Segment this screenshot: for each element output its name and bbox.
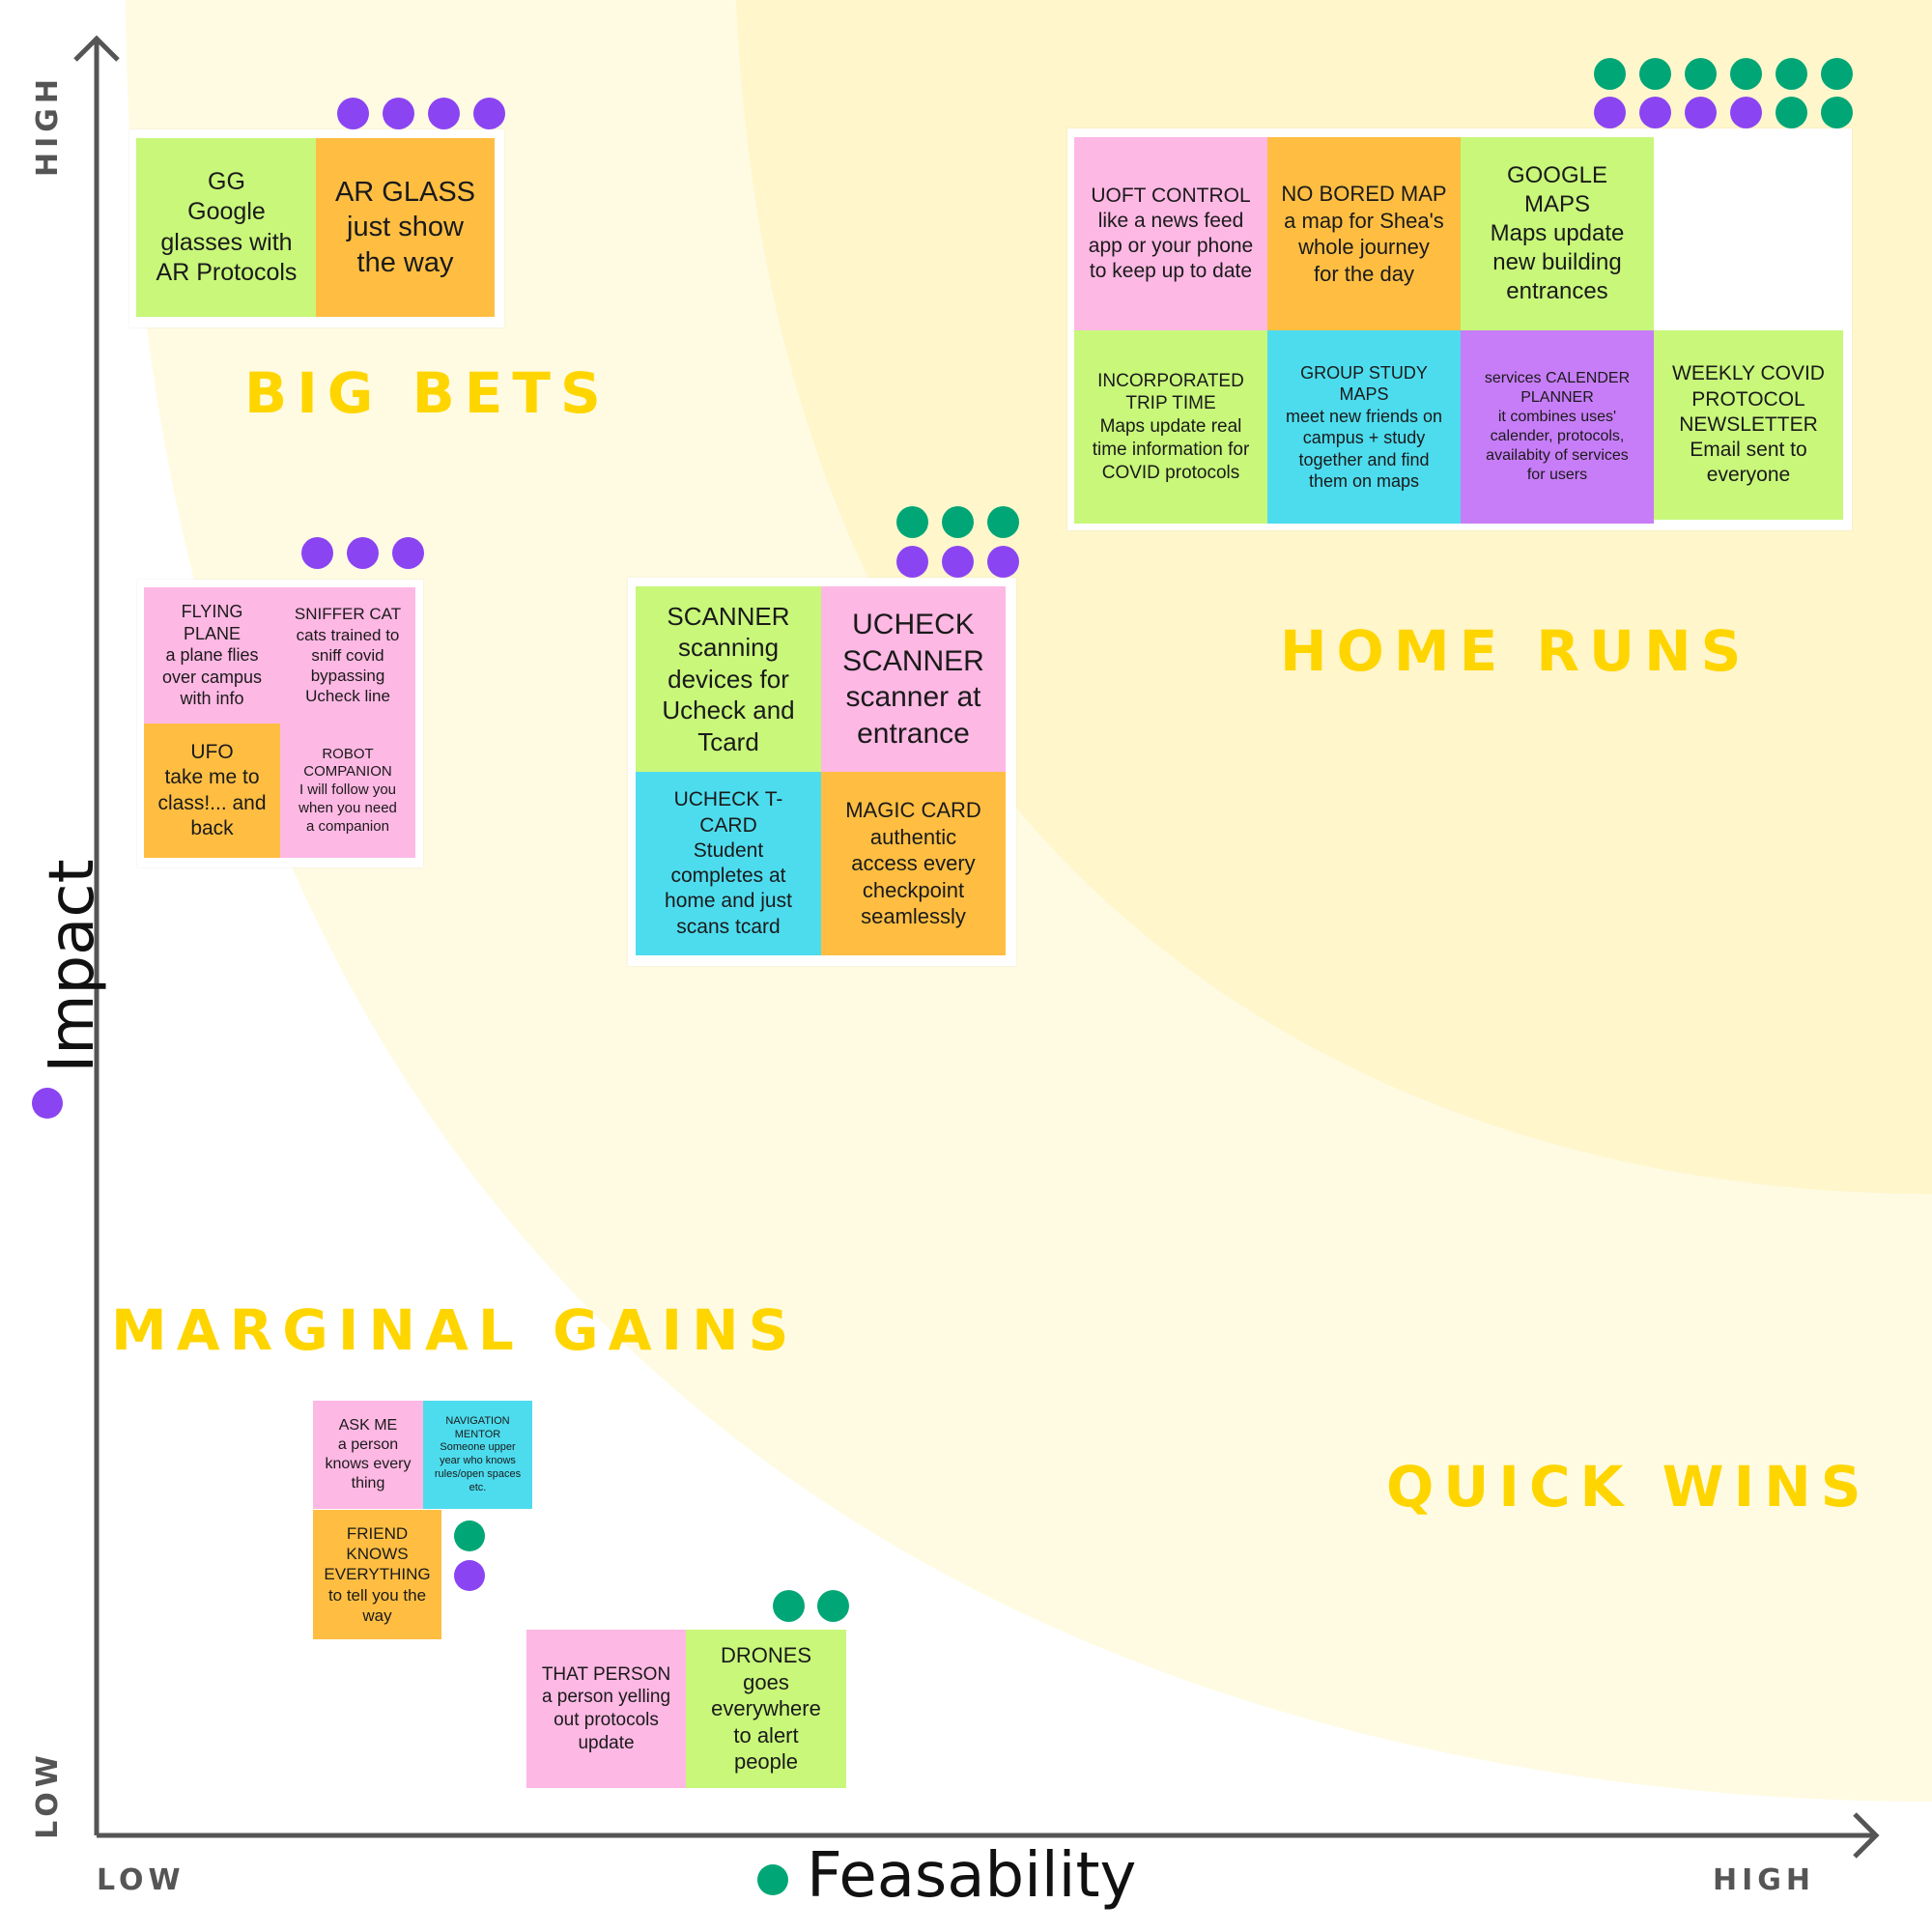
impact-vote-dot: [942, 546, 974, 578]
impact-vote-dot: [301, 537, 333, 569]
note-scanner[interactable]: SCANNER scanning devices for Ucheck and …: [636, 586, 821, 772]
feasibility-axis-title: Feasability: [807, 1840, 1137, 1912]
feasibility-vote-dot: [1594, 58, 1626, 90]
impact-vote-dot: [454, 1560, 485, 1591]
note-drones[interactable]: DRONES goes everywhere to alert people: [686, 1630, 846, 1788]
note-services-calender-planner[interactable]: services CALENDER PLANNER it combines us…: [1461, 330, 1654, 524]
note-weekly-covid-protocol-newsletter[interactable]: WEEKLY COVID PROTOCOL NEWSLETTER Email s…: [1654, 330, 1843, 520]
quick-wins-label: QUICK WINS: [1386, 1454, 1871, 1520]
big-bets-label: BIG BETS: [244, 360, 611, 426]
impact-vote-dot: [1639, 97, 1671, 128]
impact-vote-dot: [337, 98, 369, 129]
note-ar-glass[interactable]: AR GLASS just show the way: [316, 138, 495, 317]
impact-vote-dot: [896, 546, 928, 578]
feasibility-vote-dot: [454, 1520, 485, 1551]
note-no-bored-map[interactable]: NO BORED MAP a map for Shea's whole jour…: [1267, 137, 1461, 330]
impact-vote-dot: [1730, 97, 1762, 128]
note-that-person[interactable]: THAT PERSON a person yelling out protoco…: [526, 1630, 686, 1788]
y-axis-high-label: HIGH: [31, 73, 65, 178]
note-gg-google-glasses[interactable]: GG Google glasses with AR Protocols: [136, 138, 317, 317]
x-axis-arrowhead: [1853, 1812, 1880, 1859]
note-ufo[interactable]: UFO take me to class!... and back: [144, 724, 280, 858]
feasibility-vote-dot: [773, 1590, 805, 1622]
feasibility-vote-dot: [1685, 58, 1717, 90]
feasibility-vote-dot: [1639, 58, 1671, 90]
feasibility-vote-dot: [942, 506, 974, 538]
x-axis-high-label: HIGH: [1713, 1863, 1816, 1897]
home-runs-label: HOME RUNS: [1280, 618, 1751, 684]
y-axis-low-label: LOW: [31, 1750, 65, 1839]
impact-vote-dot: [428, 98, 460, 129]
note-group-study-maps[interactable]: GROUP STUDY MAPS meet new friends on cam…: [1267, 330, 1461, 524]
feasibility-vote-dot: [1776, 97, 1807, 128]
impact-vote-dot: [392, 537, 424, 569]
y-axis-arrowhead: [73, 35, 120, 62]
feasibility-vote-dot: [1730, 58, 1762, 90]
note-sniffer-cat[interactable]: SNIFFER CAT cats trained to sniff covid …: [280, 587, 415, 724]
note-navigation-mentor[interactable]: NAVIGATION MENTOR Someone upper year who…: [423, 1401, 532, 1509]
impact-vote-dot: [347, 537, 379, 569]
note-flying-plane[interactable]: FLYING PLANE a plane flies over campus w…: [144, 587, 280, 724]
note-google-maps[interactable]: GOOGLE MAPS Maps update new building ent…: [1461, 137, 1654, 330]
impact-vote-dot: [473, 98, 505, 129]
note-ucheck-scanner[interactable]: UCHECK SCANNER scanner at entrance: [821, 586, 1006, 772]
marginal-gains-label: MARGINAL GAINS: [111, 1297, 799, 1363]
impact-legend-dot: [32, 1088, 63, 1119]
note-friend-knows-everything[interactable]: FRIEND KNOWS EVERYTHING to tell you the …: [313, 1510, 441, 1639]
note-magic-card[interactable]: MAGIC CARD authentic access every checkp…: [821, 772, 1006, 955]
feasibility-vote-dot: [1821, 97, 1853, 128]
feasibility-vote-dot: [817, 1590, 849, 1622]
note-ucheck-t-card[interactable]: UCHECK T- CARD Student completes at home…: [636, 772, 821, 955]
feasibility-vote-dot: [1821, 58, 1853, 90]
note-robot-companion[interactable]: ROBOT COMPANION I will follow you when y…: [280, 724, 415, 858]
feasibility-vote-dot: [896, 506, 928, 538]
feasibility-vote-dot: [1776, 58, 1807, 90]
note-ask-me[interactable]: ASK ME a person knows every thing: [313, 1401, 423, 1509]
impact-vote-dot: [1594, 97, 1626, 128]
impact-vote-dot: [383, 98, 414, 129]
note-incorporated-trip-time[interactable]: INCORPORATED TRIP TIME Maps update real …: [1074, 330, 1267, 524]
impact-vote-dot: [1685, 97, 1717, 128]
feasibility-vote-dot: [987, 506, 1019, 538]
feasibility-legend-dot: [757, 1864, 788, 1895]
x-axis-low-label: LOW: [97, 1863, 185, 1897]
impact-vote-dot: [987, 546, 1019, 578]
impact-axis-title: Impact: [37, 859, 108, 1073]
note-uoft-control[interactable]: UOFT CONTROL like a news feed app or you…: [1074, 137, 1267, 330]
